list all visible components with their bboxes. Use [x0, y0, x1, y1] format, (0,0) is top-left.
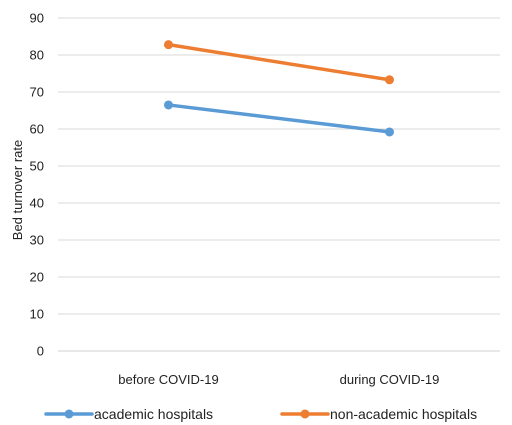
x-tick-label: before COVID-19 — [118, 372, 218, 387]
series-line — [166, 42, 392, 82]
legend-label: non-academic hospitals — [330, 406, 477, 422]
data-point — [385, 127, 394, 137]
y-tick-label: 10 — [30, 307, 44, 322]
y-tick-label: 60 — [30, 122, 44, 137]
gridlines — [58, 17, 500, 352]
data-point — [164, 100, 173, 110]
legend: academic hospitals non-academic hospitals — [44, 406, 477, 422]
legend-marker — [300, 409, 310, 419]
legend-label: academic hospitals — [94, 406, 213, 422]
series-lines — [164, 40, 394, 137]
x-tick-label: during COVID-19 — [340, 372, 440, 387]
y-tick-label: 80 — [30, 48, 44, 63]
x-axis-ticks: before COVID-19 during COVID-19 — [118, 372, 439, 387]
y-axis-ticks: 0 10 20 30 40 50 60 70 80 90 — [30, 11, 44, 359]
y-tick-label: 30 — [30, 233, 44, 248]
y-tick-label: 20 — [30, 270, 44, 285]
y-axis-title: Bed turnover rate — [10, 140, 25, 240]
series-line — [166, 103, 392, 134]
data-point — [164, 40, 173, 50]
y-tick-label: 40 — [30, 196, 44, 211]
legend-marker — [64, 409, 74, 419]
y-tick-label: 90 — [30, 11, 44, 26]
y-tick-label: 0 — [37, 344, 44, 359]
data-point — [385, 75, 394, 85]
y-tick-label: 50 — [30, 159, 44, 174]
y-tick-label: 70 — [30, 85, 44, 100]
